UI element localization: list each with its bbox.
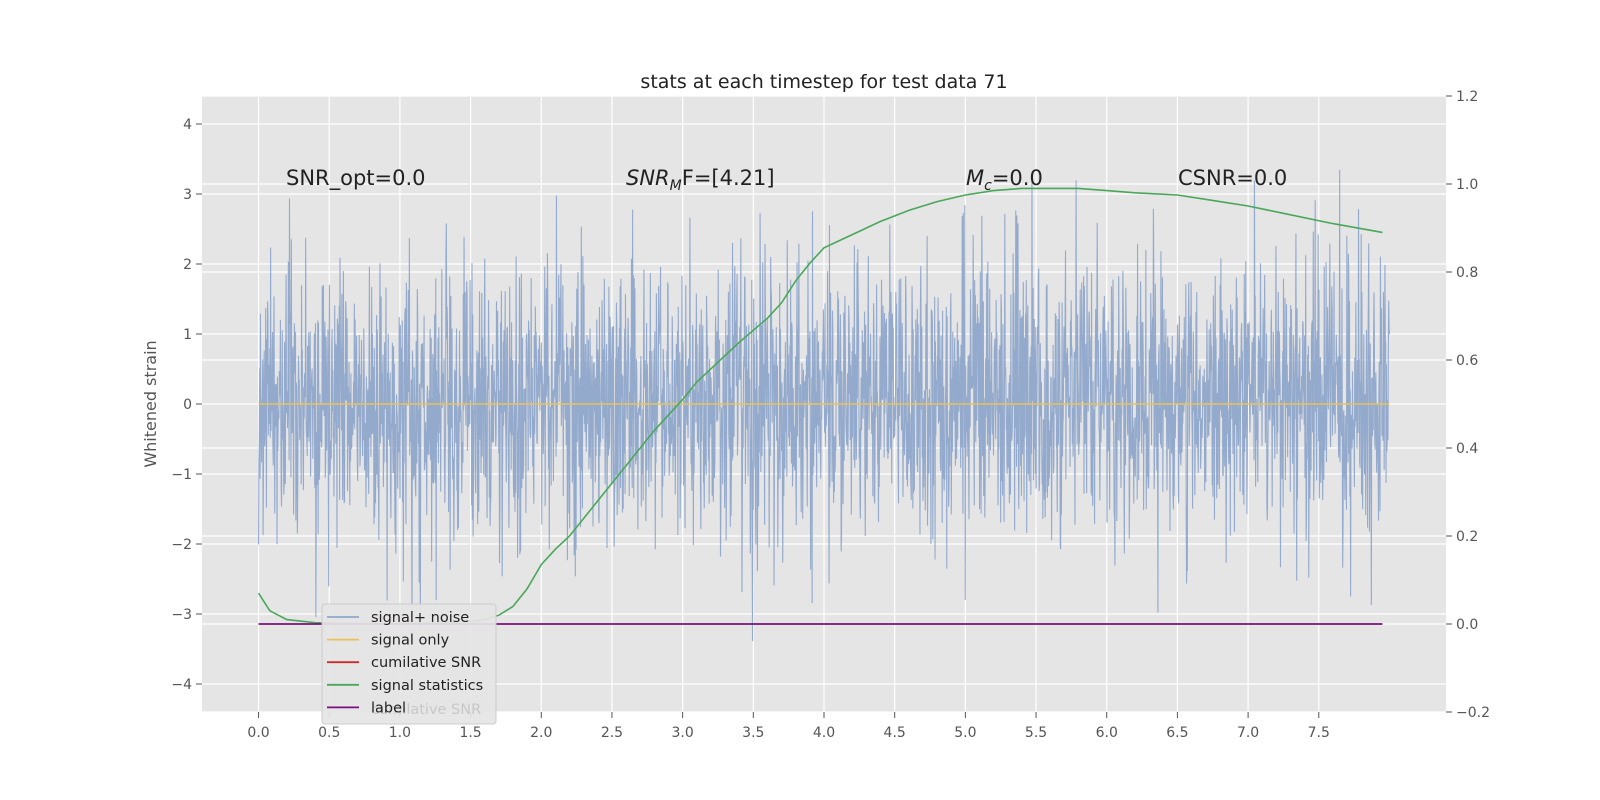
annotation-mc-rest: =0.0: [992, 166, 1043, 190]
x-tick-label-6: 3.0: [672, 725, 694, 741]
annotation-mc-main: M: [966, 166, 984, 190]
annotation-snr-opt: SNR_opt=0.0: [286, 166, 426, 191]
x-tick-label-9: 4.5: [884, 725, 906, 741]
x-tick-label-10: 5.0: [954, 725, 976, 741]
y-tick-label-2: 2: [183, 257, 192, 273]
legend: cumilative SNR signal+ noise signal only c…: [321, 603, 497, 725]
x-tick-label-14: 7.0: [1237, 725, 1259, 741]
x-tick-label-0: 0.0: [247, 725, 269, 741]
y2-tick-label-0: 1.2: [1456, 89, 1478, 105]
annotation-snr-mf-main: SNR: [626, 166, 670, 190]
y-tick-label-8: −4: [171, 677, 192, 693]
signal-noise-series: [258, 169, 1390, 642]
y2-tick-label-3: 0.6: [1456, 353, 1478, 369]
x-tick-label-5: 2.5: [601, 725, 623, 741]
x-tick-label-12: 6.0: [1096, 725, 1118, 741]
x-tick-label-1: 0.5: [318, 725, 340, 741]
y-axis: 4 3 2 1 0 −1 −2 −3 −4: [171, 117, 202, 693]
annotation-mc: Mc=0.0: [966, 166, 1043, 194]
chart-title: stats at each timestep for test data 71: [640, 71, 1007, 93]
y2-axis: 1.2 1.0 0.8 0.6 0.4 0.2 0.0 −0.2: [1446, 89, 1490, 721]
annotation-mc-sub: c: [984, 178, 992, 194]
y-tick-label-5: −1: [171, 467, 192, 483]
x-axis: 0.0 0.5 1.0 1.5 2.0 2.5 3.0 3.5 4.0 4.5 5.0 5.5 6.0 6…: [247, 712, 1330, 741]
y2-tick-label-2: 0.8: [1456, 265, 1478, 281]
y-tick-label-1: 3: [183, 187, 192, 203]
y-axis-label: Whitened strain: [141, 340, 160, 467]
y2-tick-label-1: 1.0: [1456, 177, 1478, 193]
annotation-snr-mf-sub: M: [670, 178, 682, 194]
y-tick-label-6: −2: [171, 537, 192, 553]
y2-tick-label-6: 0.0: [1456, 617, 1478, 633]
y-tick-label-7: −3: [171, 607, 192, 623]
x-tick-label-4: 2.0: [530, 725, 552, 741]
legend-box: [321, 603, 497, 725]
x-tick-label-8: 4.0: [813, 725, 835, 741]
legend-label-1: signal only: [371, 633, 450, 649]
x-tick-label-7: 3.5: [742, 725, 764, 741]
legend-ghost-text: cumilative SNR: [371, 702, 481, 718]
legend-label-0: signal+ noise: [371, 610, 469, 626]
annotation-snr-mf: SNRMF=[4.21]: [626, 166, 775, 194]
y-tick-label-0: 4: [183, 117, 192, 133]
legend-label-3: signal statistics: [371, 678, 483, 694]
legend-label-2: cumilative SNR: [371, 655, 481, 671]
legend-items: signal+ noise signal only cumilative SNR si…: [327, 610, 483, 716]
x-tick-label-3: 1.5: [459, 725, 481, 741]
legend-label-4: label: [371, 700, 406, 716]
x-tick-label-15: 7.5: [1308, 725, 1330, 741]
y2-tick-label-4: 0.4: [1456, 441, 1478, 457]
x-tick-label-2: 1.0: [389, 725, 411, 741]
y-tick-label-3: 1: [183, 327, 192, 343]
y-tick-label-4: 0: [183, 397, 192, 413]
y2-tick-label-5: 0.2: [1456, 529, 1478, 545]
annotation-snr-mf-rest: F=[4.21]: [682, 166, 775, 190]
x-tick-label-11: 5.5: [1025, 725, 1047, 741]
series-signal-noise-line: [258, 169, 1390, 642]
y2-tick-label-7: −0.2: [1456, 705, 1490, 721]
annotation-csnr: CSNR=0.0: [1178, 166, 1287, 190]
x-tick-label-13: 6.5: [1166, 725, 1188, 741]
